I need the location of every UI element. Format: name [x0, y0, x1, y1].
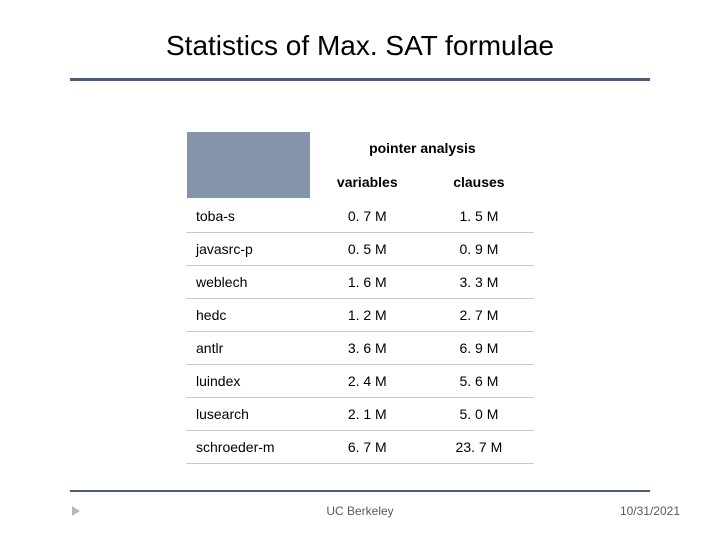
table-row: schroeder-m 6. 7 M 23. 7 M — [186, 431, 534, 464]
row-clauses: 23. 7 M — [424, 431, 534, 464]
table-body: toba-s 0. 7 M 1. 5 M javasrc-p 0. 5 M 0.… — [186, 199, 534, 464]
table-row: antlr 3. 6 M 6. 9 M — [186, 332, 534, 365]
row-clauses: 0. 9 M — [424, 233, 534, 266]
row-variables: 6. 7 M — [311, 431, 424, 464]
row-clauses: 5. 6 M — [424, 365, 534, 398]
row-variables: 0. 7 M — [311, 199, 424, 233]
footer-center-text: UC Berkeley — [0, 504, 720, 518]
header-group: pointer analysis — [311, 131, 534, 165]
row-clauses: 6. 9 M — [424, 332, 534, 365]
row-clauses: 1. 5 M — [424, 199, 534, 233]
table-row: lusearch 2. 1 M 5. 0 M — [186, 398, 534, 431]
header-blank-cell — [186, 131, 311, 199]
row-variables: 2. 4 M — [311, 365, 424, 398]
table-row: weblech 1. 6 M 3. 3 M — [186, 266, 534, 299]
row-variables: 1. 2 M — [311, 299, 424, 332]
row-label: weblech — [186, 266, 311, 299]
row-variables: 1. 6 M — [311, 266, 424, 299]
footer-date: 10/31/2021 — [620, 504, 680, 518]
row-variables: 0. 5 M — [311, 233, 424, 266]
slide: Statistics of Max. SAT formulae pointer … — [0, 0, 720, 540]
row-label: toba-s — [186, 199, 311, 233]
row-label: lusearch — [186, 398, 311, 431]
slide-title: Statistics of Max. SAT formulae — [0, 30, 720, 62]
row-clauses: 3. 3 M — [424, 266, 534, 299]
row-clauses: 2. 7 M — [424, 299, 534, 332]
title-underline — [70, 78, 650, 81]
header-col-clauses: clauses — [424, 165, 534, 199]
table-row: luindex 2. 4 M 5. 6 M — [186, 365, 534, 398]
row-label: luindex — [186, 365, 311, 398]
table-row: toba-s 0. 7 M 1. 5 M — [186, 199, 534, 233]
table-row: javasrc-p 0. 5 M 0. 9 M — [186, 233, 534, 266]
row-label: antlr — [186, 332, 311, 365]
row-variables: 2. 1 M — [311, 398, 424, 431]
footer-rule — [70, 490, 650, 492]
row-label: javasrc-p — [186, 233, 311, 266]
header-col-variables: variables — [311, 165, 424, 199]
row-label: schroeder-m — [186, 431, 311, 464]
row-variables: 3. 6 M — [311, 332, 424, 365]
stats-table: pointer analysis variables clauses toba-… — [185, 130, 535, 464]
row-clauses: 5. 0 M — [424, 398, 534, 431]
stats-table-container: pointer analysis variables clauses toba-… — [185, 130, 535, 464]
table-row: hedc 1. 2 M 2. 7 M — [186, 299, 534, 332]
row-label: hedc — [186, 299, 311, 332]
